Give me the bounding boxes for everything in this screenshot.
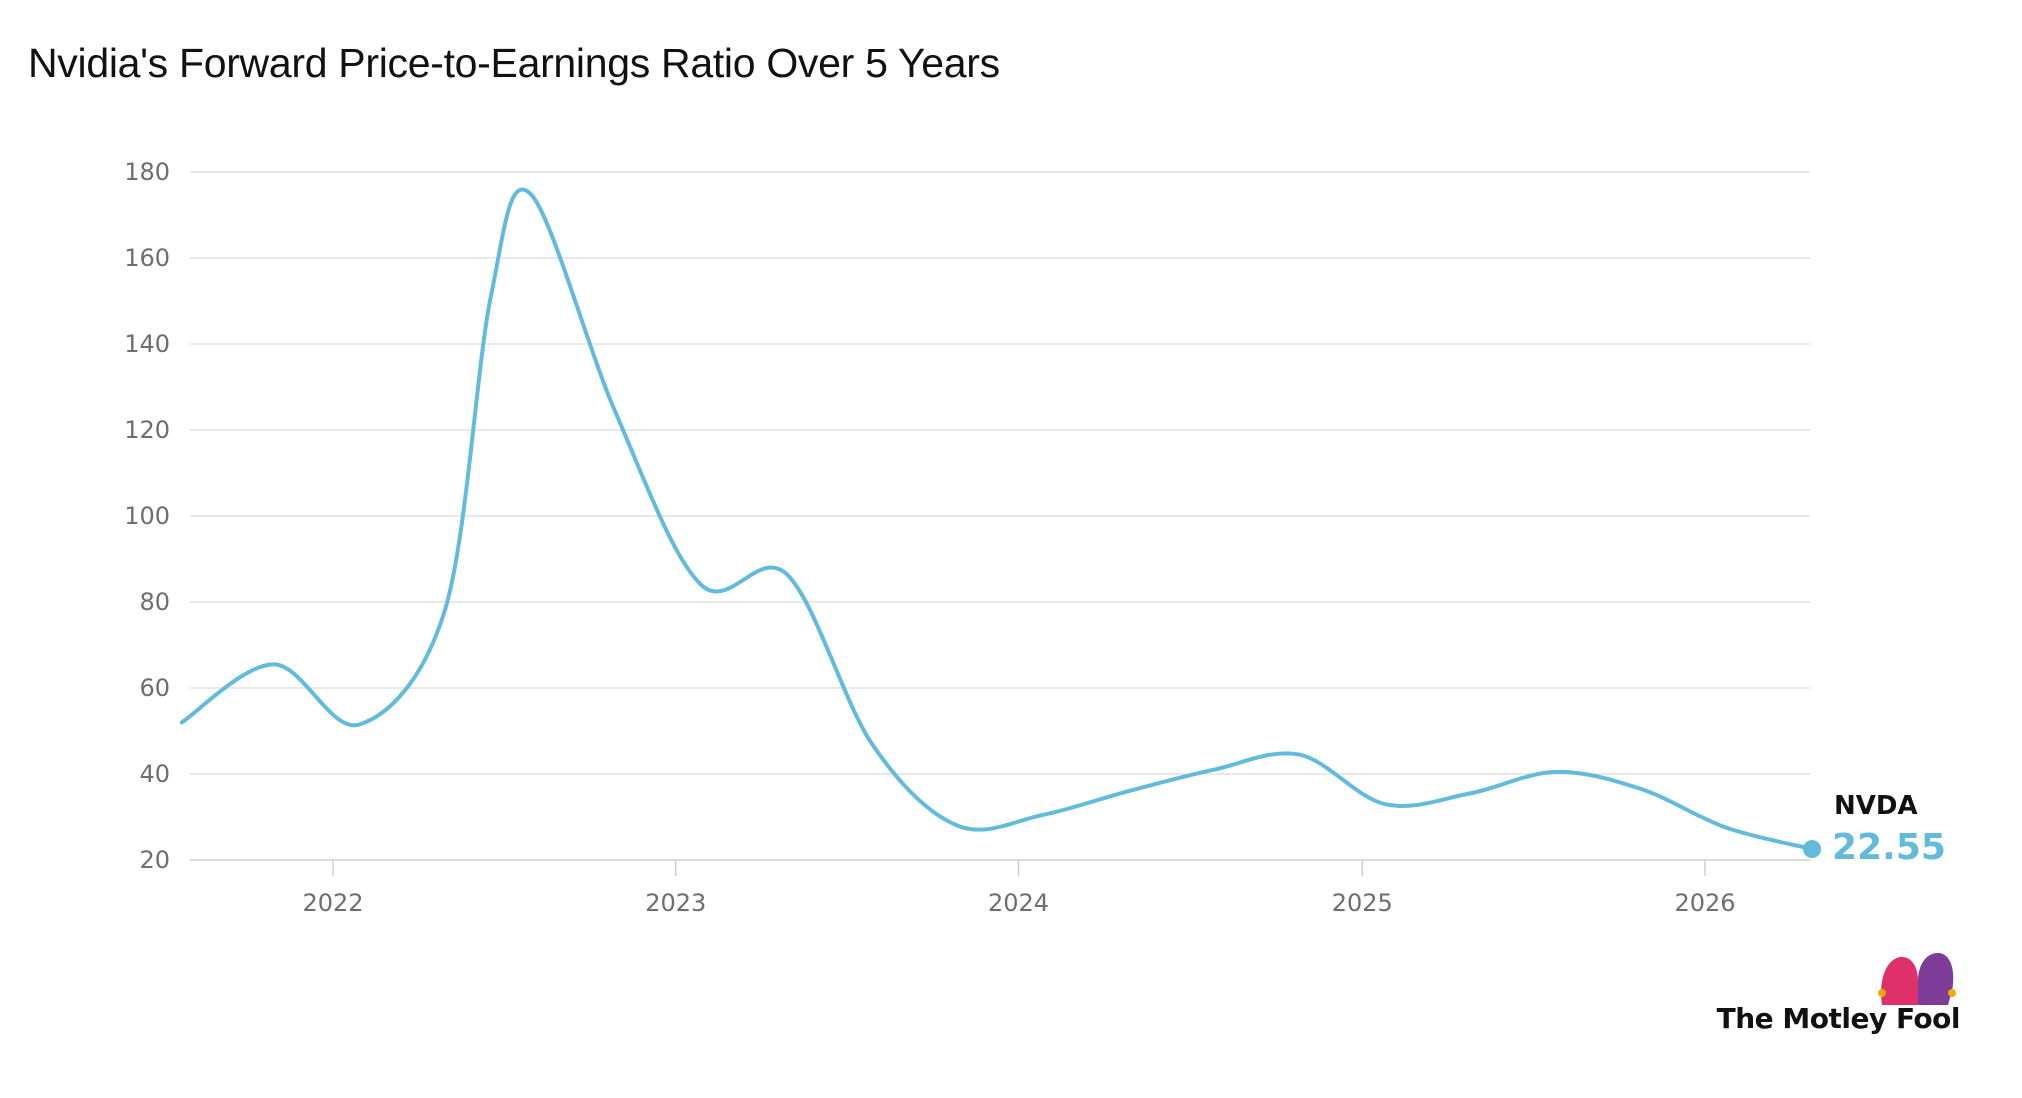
series-end-label: NVDA 22.55 — [1832, 791, 1946, 868]
series-end-point — [1803, 840, 1822, 859]
x-tick-label: 2022 — [302, 889, 363, 917]
x-tick-label: 2026 — [1674, 889, 1735, 917]
series-name-label: NVDA — [1834, 791, 1918, 821]
y-tick-label: 180 — [124, 158, 170, 186]
y-tick-label: 120 — [124, 416, 170, 444]
grid-lines — [190, 171, 1810, 861]
y-tick-label: 160 — [124, 244, 170, 272]
series-last-value-label: 22.55 — [1832, 827, 1946, 868]
series-layer — [179, 187, 1822, 859]
y-axis-ticks: 20 40 60 80 100 120 140 160 180 — [124, 158, 170, 874]
motley-fool-logo: The Motley Fool — [1716, 953, 1961, 1035]
y-tick-label: 60 — [139, 674, 170, 702]
jester-hat-icon — [1878, 953, 1956, 1005]
y-tick-label: 20 — [139, 846, 170, 874]
brand-name: The Motley Fool — [1716, 1002, 1961, 1035]
y-tick-label: 100 — [124, 502, 170, 530]
x-tick-label: 2024 — [988, 889, 1049, 917]
x-tick-label: 2025 — [1332, 889, 1393, 917]
x-axis-ticks: 2022 2023 2024 2025 2026 — [302, 860, 1736, 917]
series-line-nvda — [179, 187, 1815, 851]
y-tick-label: 40 — [139, 760, 170, 788]
x-tick-label: 2023 — [645, 889, 706, 917]
chart-title: Nvidia's Forward Price-to-Earnings Ratio… — [28, 40, 1000, 86]
y-tick-label: 140 — [124, 330, 170, 358]
y-tick-label: 80 — [139, 588, 170, 616]
